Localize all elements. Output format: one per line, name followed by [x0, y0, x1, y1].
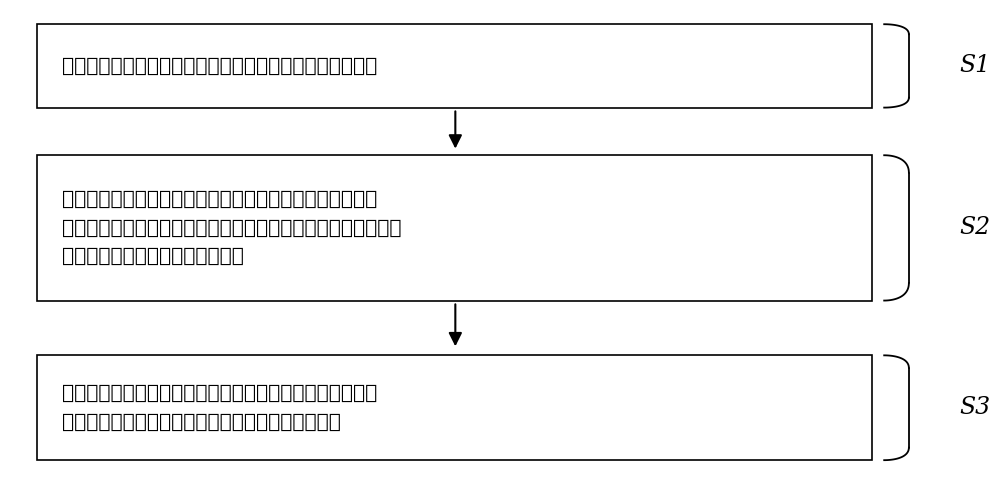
- FancyBboxPatch shape: [37, 355, 872, 460]
- Text: S3: S3: [959, 396, 990, 419]
- Text: S2: S2: [959, 216, 990, 239]
- FancyBboxPatch shape: [37, 155, 872, 301]
- Text: 在所述电动汽车的充电过程中，获取动力电池的负载电压；: 在所述电动汽车的充电过程中，获取动力电池的负载电压；: [62, 56, 377, 75]
- Text: 根据所述负载电压以及悬架高度、电压、充电效率的映射关
系，确定目标充电高度；所述目标充电高度是在所述负载电压下
，对应最高充电效率的悬架高度；: 根据所述负载电压以及悬架高度、电压、充电效率的映射关 系，确定目标充电高度；所述…: [62, 189, 402, 266]
- Text: 将所述目标充电高度发送至悬架组件，所述悬架组件用于根
据所述目标充电高度调整所述电动汽车的车身高度。: 将所述目标充电高度发送至悬架组件，所述悬架组件用于根 据所述目标充电高度调整所述…: [62, 384, 377, 431]
- Text: S1: S1: [959, 54, 990, 77]
- FancyBboxPatch shape: [37, 24, 872, 107]
